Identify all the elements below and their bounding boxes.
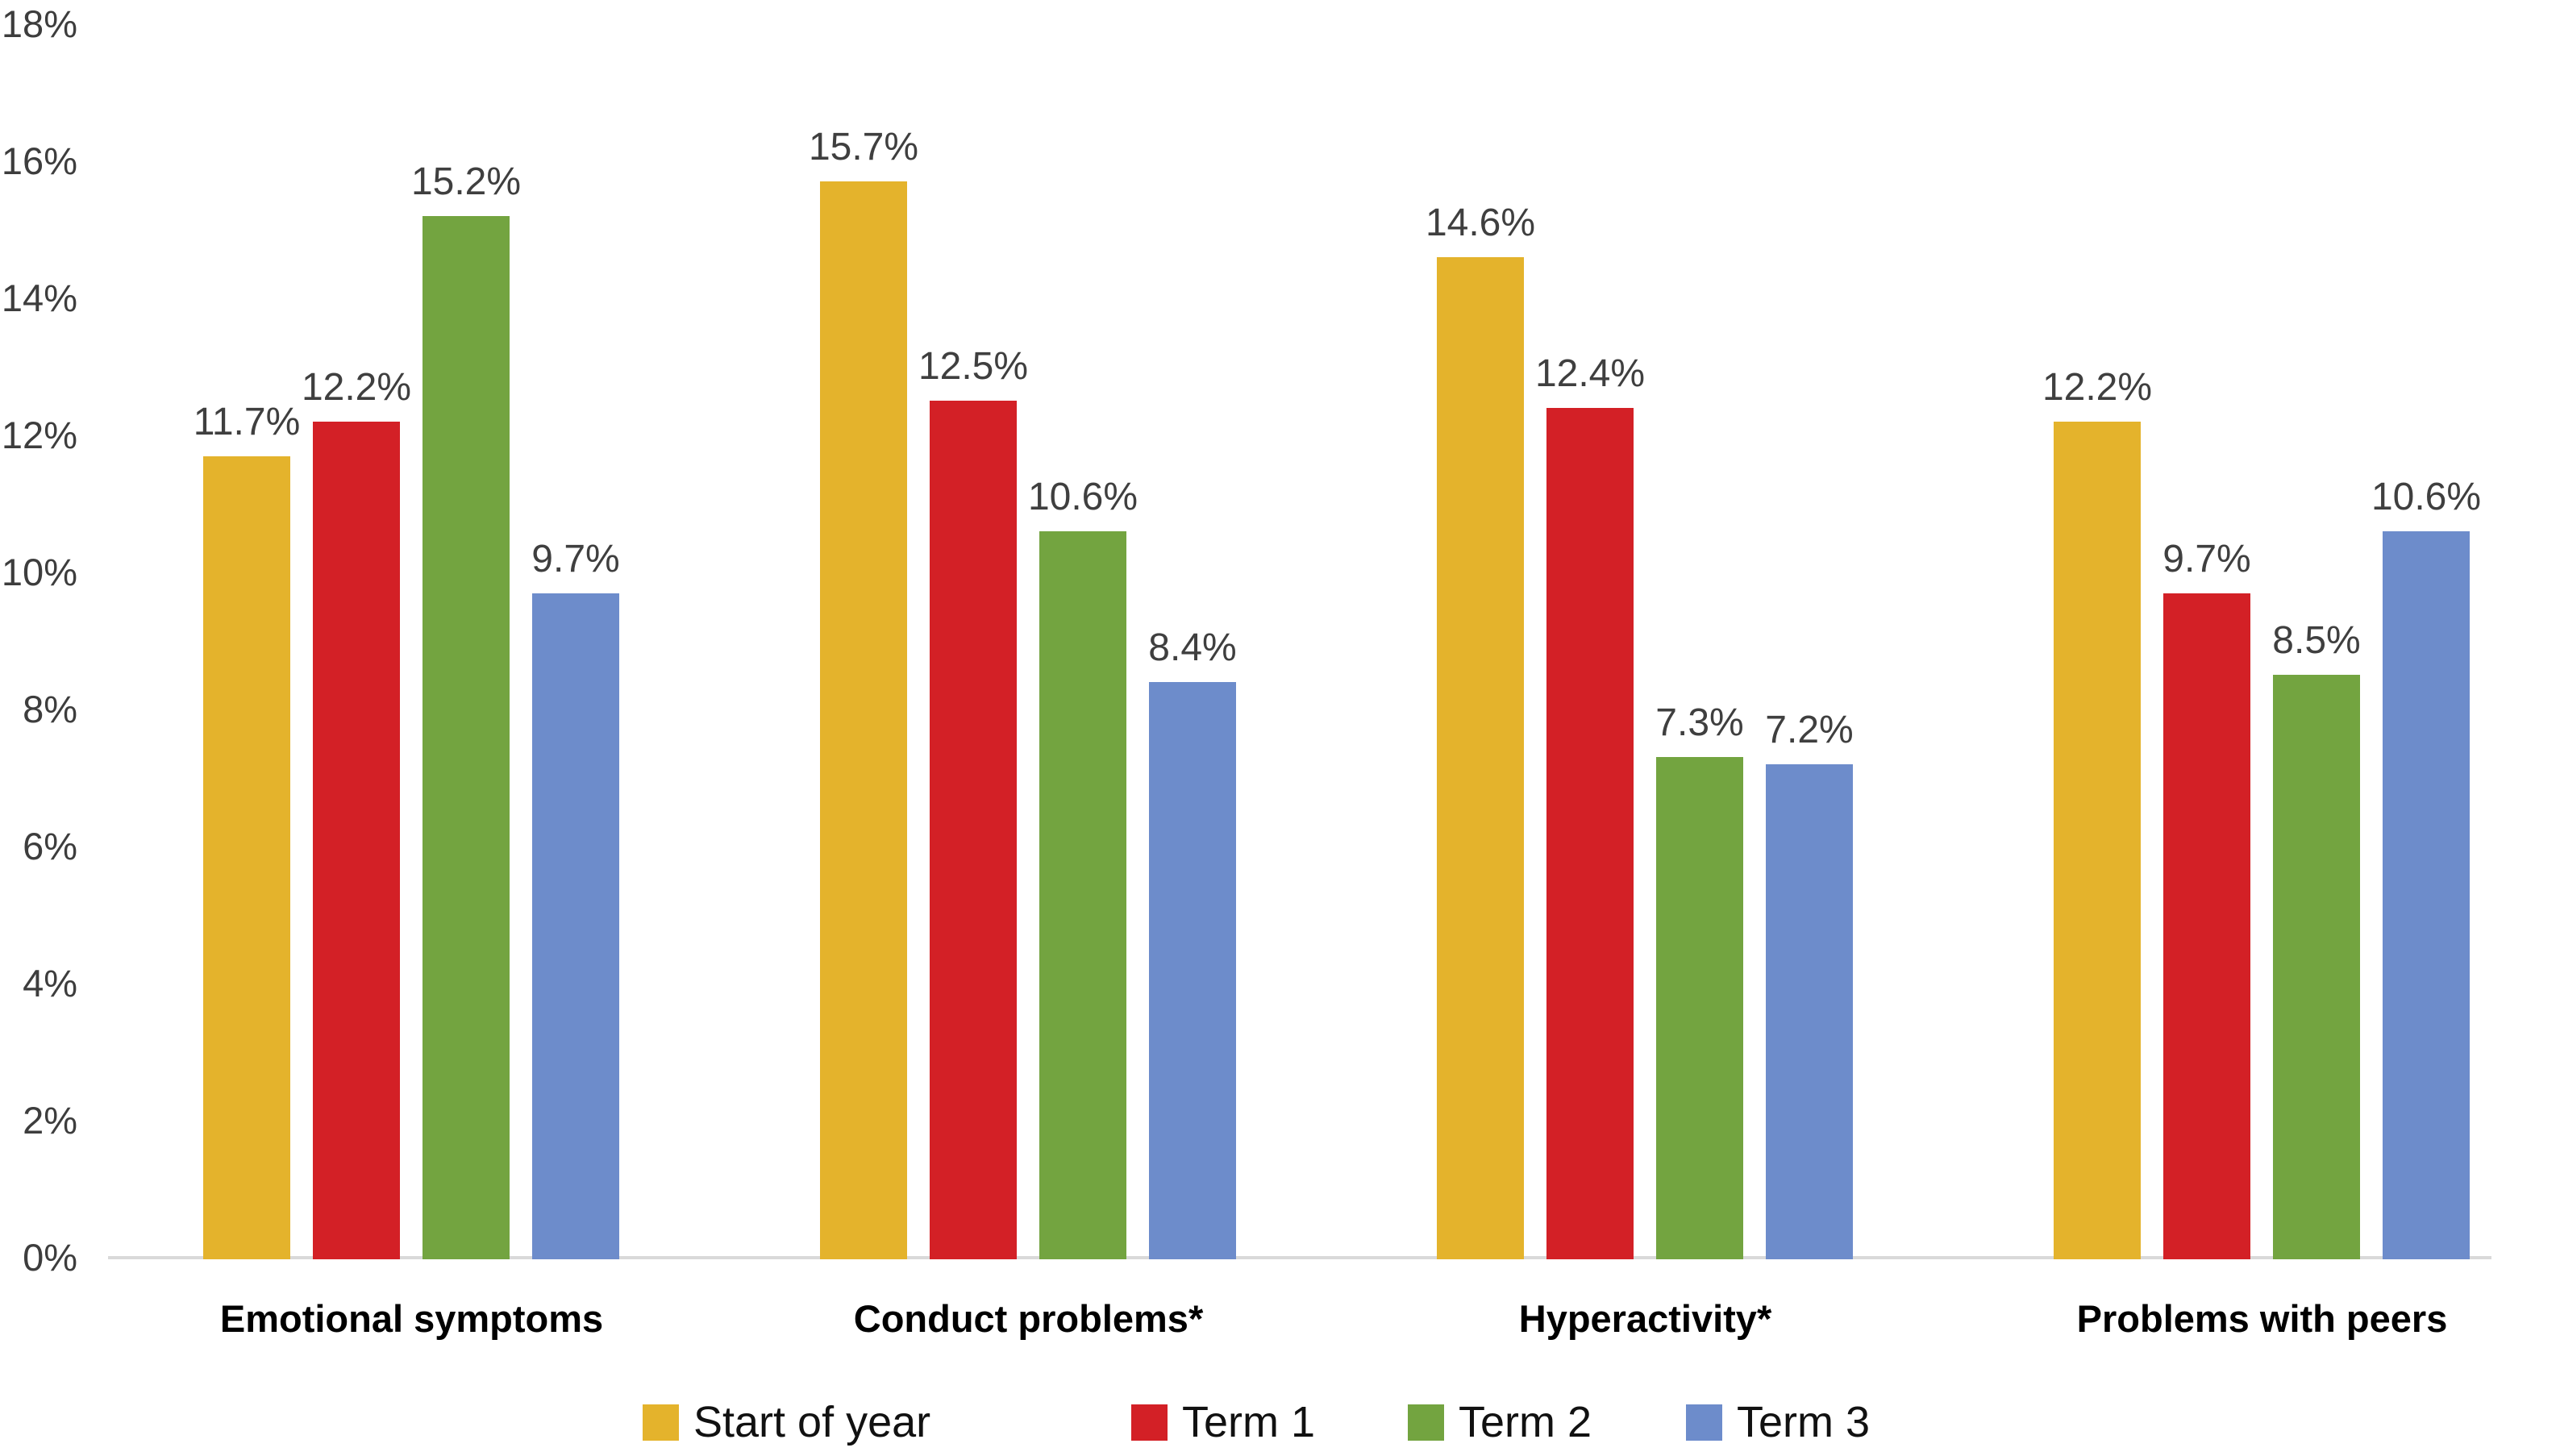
legend-item-term-3: Term 3 xyxy=(1686,1400,1870,1445)
bar-term-2 xyxy=(1656,757,1743,1259)
chart-legend: Start of year Term 1 Term 2 Term 3 xyxy=(0,1400,2560,1448)
y-axis-tick-label: 8% xyxy=(23,688,77,730)
bar-value-label: 9.7% xyxy=(531,538,620,580)
bar-term-1 xyxy=(930,401,1017,1259)
legend-swatch-icon xyxy=(1408,1404,1444,1441)
bar-value-label: 12.4% xyxy=(1534,352,1646,395)
bar-term-3 xyxy=(1149,682,1236,1259)
legend-label: Term 1 xyxy=(1182,1398,1316,1446)
bar-term-2 xyxy=(423,216,510,1259)
legend-label: Term 3 xyxy=(1737,1398,1871,1446)
bar-value-label: 15.2% xyxy=(410,160,522,203)
y-axis-tick-label: 6% xyxy=(23,825,77,867)
bar-value-label: 11.7% xyxy=(193,401,301,443)
bar-value-label: 7.2% xyxy=(1765,709,1854,751)
legend-swatch-icon xyxy=(1131,1404,1168,1441)
y-axis-tick-label: 16% xyxy=(1,139,77,182)
category-label: Conduct problems* xyxy=(853,1297,1204,1340)
legend-label: Term 2 xyxy=(1459,1398,1592,1446)
y-axis-tick-label: 0% xyxy=(23,1236,77,1279)
y-axis-tick-label: 4% xyxy=(23,962,77,1005)
y-axis-tick-label: 14% xyxy=(1,277,77,319)
legend-swatch-icon xyxy=(643,1404,679,1441)
x-axis-baseline xyxy=(108,1256,2491,1259)
legend-swatch-icon xyxy=(1686,1404,1722,1441)
bar-term-1 xyxy=(313,422,400,1259)
category-label: Hyperactivity* xyxy=(1518,1297,1772,1340)
bar-value-label: 12.2% xyxy=(2042,366,2153,409)
bar-start-of-year xyxy=(1437,257,1524,1259)
bar-start-of-year xyxy=(203,456,290,1259)
category-label: Problems with peers xyxy=(2076,1297,2448,1340)
bar-value-label: 12.2% xyxy=(301,366,412,409)
bar-term-3 xyxy=(532,593,619,1259)
bar-start-of-year xyxy=(2054,422,2141,1259)
bar-value-label: 8.5% xyxy=(2272,619,2361,662)
bar-value-label: 9.7% xyxy=(2162,538,2251,580)
legend-label: Start of year xyxy=(693,1398,931,1446)
legend-item-term-2: Term 2 xyxy=(1408,1400,1592,1445)
bar-term-3 xyxy=(2383,531,2470,1259)
y-axis-tick-label: 18% xyxy=(1,2,77,45)
bar-value-label: 15.7% xyxy=(808,126,919,168)
bar-value-label: 8.4% xyxy=(1148,626,1237,669)
legend-item-term-1: Term 1 xyxy=(1131,1400,1315,1445)
bar-term-1 xyxy=(1546,408,1634,1259)
bar-term-3 xyxy=(1766,764,1853,1259)
bar-term-2 xyxy=(2273,675,2360,1259)
bar-start-of-year xyxy=(820,181,907,1259)
bar-value-label: 14.6% xyxy=(1425,202,1536,244)
legend-item-start-of-year: Start of year xyxy=(643,1400,930,1445)
bar-value-label: 7.3% xyxy=(1655,701,1744,744)
y-axis-tick-label: 10% xyxy=(1,551,77,593)
bar-value-label: 12.5% xyxy=(918,345,1029,388)
bar-term-1 xyxy=(2163,593,2250,1259)
bar-value-label: 10.6% xyxy=(1027,476,1138,518)
bar-value-label: 10.6% xyxy=(2371,476,2482,518)
bar-term-2 xyxy=(1039,531,1126,1259)
y-axis-tick-label: 12% xyxy=(1,414,77,456)
category-label: Emotional symptoms xyxy=(219,1297,604,1340)
y-axis-tick-label: 2% xyxy=(23,1099,77,1142)
